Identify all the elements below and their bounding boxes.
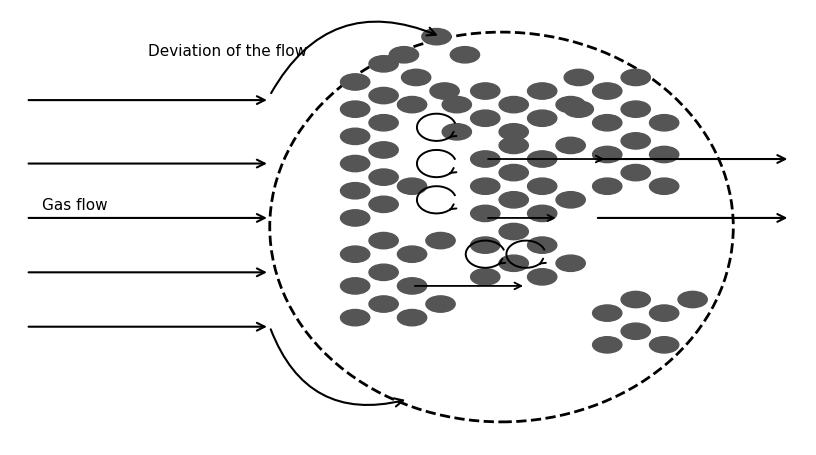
Circle shape: [369, 296, 398, 313]
Circle shape: [650, 305, 679, 322]
Circle shape: [592, 116, 622, 131]
Circle shape: [340, 75, 370, 91]
Circle shape: [621, 102, 650, 118]
Circle shape: [340, 278, 370, 294]
Circle shape: [430, 84, 459, 100]
Circle shape: [426, 233, 455, 249]
Circle shape: [527, 206, 557, 222]
Circle shape: [556, 192, 585, 208]
Circle shape: [621, 292, 650, 308]
Circle shape: [426, 296, 455, 313]
Circle shape: [621, 165, 650, 182]
Circle shape: [527, 111, 557, 127]
Circle shape: [369, 116, 398, 131]
Circle shape: [471, 179, 500, 195]
Circle shape: [499, 124, 528, 141]
Circle shape: [369, 170, 398, 186]
Circle shape: [471, 269, 500, 285]
Circle shape: [621, 70, 650, 86]
Circle shape: [369, 56, 398, 73]
Circle shape: [340, 247, 370, 263]
Circle shape: [592, 147, 622, 163]
Circle shape: [592, 179, 622, 195]
Circle shape: [650, 116, 679, 131]
Circle shape: [527, 179, 557, 195]
Circle shape: [369, 88, 398, 105]
Circle shape: [556, 138, 585, 154]
Circle shape: [397, 97, 427, 114]
Circle shape: [527, 152, 557, 168]
Circle shape: [678, 292, 707, 308]
Circle shape: [650, 337, 679, 353]
Circle shape: [369, 142, 398, 159]
Circle shape: [592, 305, 622, 322]
Circle shape: [471, 111, 500, 127]
Circle shape: [397, 310, 427, 326]
Text: Deviation of the flow: Deviation of the flow: [148, 44, 307, 59]
Circle shape: [397, 278, 427, 294]
Circle shape: [499, 224, 528, 240]
Circle shape: [471, 84, 500, 100]
Circle shape: [650, 147, 679, 163]
Circle shape: [621, 324, 650, 339]
Circle shape: [442, 124, 472, 141]
Circle shape: [499, 138, 528, 154]
Circle shape: [527, 269, 557, 285]
Circle shape: [422, 30, 451, 46]
Circle shape: [499, 97, 528, 114]
Circle shape: [499, 165, 528, 182]
Circle shape: [340, 102, 370, 118]
Circle shape: [369, 233, 398, 249]
Circle shape: [650, 179, 679, 195]
Circle shape: [369, 265, 398, 281]
Circle shape: [397, 247, 427, 263]
Circle shape: [499, 192, 528, 208]
Circle shape: [592, 337, 622, 353]
Circle shape: [369, 197, 398, 213]
Circle shape: [450, 47, 480, 64]
Circle shape: [621, 133, 650, 150]
Circle shape: [340, 156, 370, 172]
Circle shape: [340, 129, 370, 145]
Circle shape: [471, 152, 500, 168]
Circle shape: [527, 84, 557, 100]
Circle shape: [442, 97, 472, 114]
Circle shape: [389, 47, 419, 64]
Circle shape: [340, 210, 370, 227]
Circle shape: [401, 70, 431, 86]
Circle shape: [340, 183, 370, 199]
Circle shape: [527, 238, 557, 254]
Circle shape: [556, 97, 585, 114]
Circle shape: [564, 70, 593, 86]
Circle shape: [397, 179, 427, 195]
Circle shape: [471, 206, 500, 222]
Circle shape: [564, 102, 593, 118]
Circle shape: [592, 84, 622, 100]
Circle shape: [340, 310, 370, 326]
Circle shape: [471, 238, 500, 254]
Circle shape: [556, 256, 585, 272]
Text: Gas flow: Gas flow: [42, 197, 108, 212]
Circle shape: [499, 256, 528, 272]
